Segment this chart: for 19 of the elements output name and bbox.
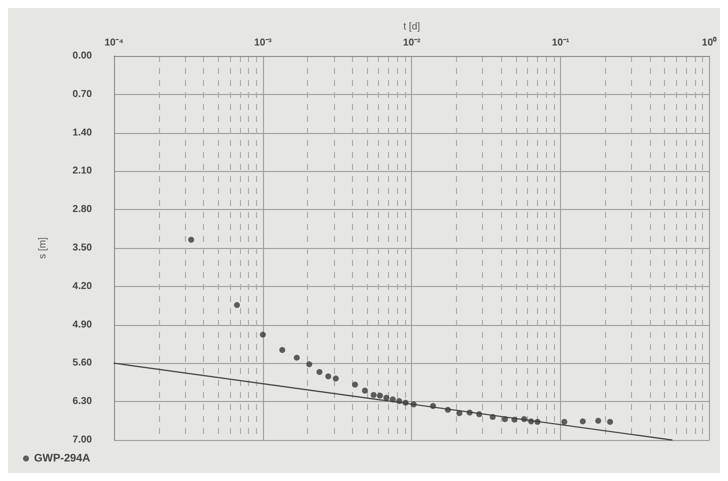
y-tick-label: 3.50 — [72, 242, 92, 254]
y-tick-label: 5.60 — [72, 358, 92, 369]
y-axis-title: s [m] — [38, 236, 48, 259]
x-tick-label: 10⁻⁴ — [104, 38, 124, 48]
y-tick-label: 2.80 — [72, 204, 92, 216]
x-tick-label: 10⁰ — [702, 36, 717, 48]
y-tick-label: 0.00 — [72, 50, 92, 62]
y-tick-label: 4.20 — [72, 280, 92, 292]
x-tick-label: 10⁻¹ — [552, 38, 570, 48]
x-axis-title: t [d] — [403, 22, 420, 32]
y-tick-label: 2.10 — [72, 166, 92, 177]
y-tick-label: 7.00 — [72, 434, 92, 446]
x-tick-label: 10⁻³ — [254, 38, 272, 48]
y-tick-label: 6.30 — [72, 396, 92, 408]
y-tick-label: 4.90 — [72, 319, 92, 330]
y-tick-label: 1.40 — [72, 127, 92, 138]
legend-label: GWP-294A — [34, 452, 90, 464]
x-tick-label: 10⁻² — [402, 38, 422, 48]
y-tick-label: 0.70 — [72, 88, 92, 100]
